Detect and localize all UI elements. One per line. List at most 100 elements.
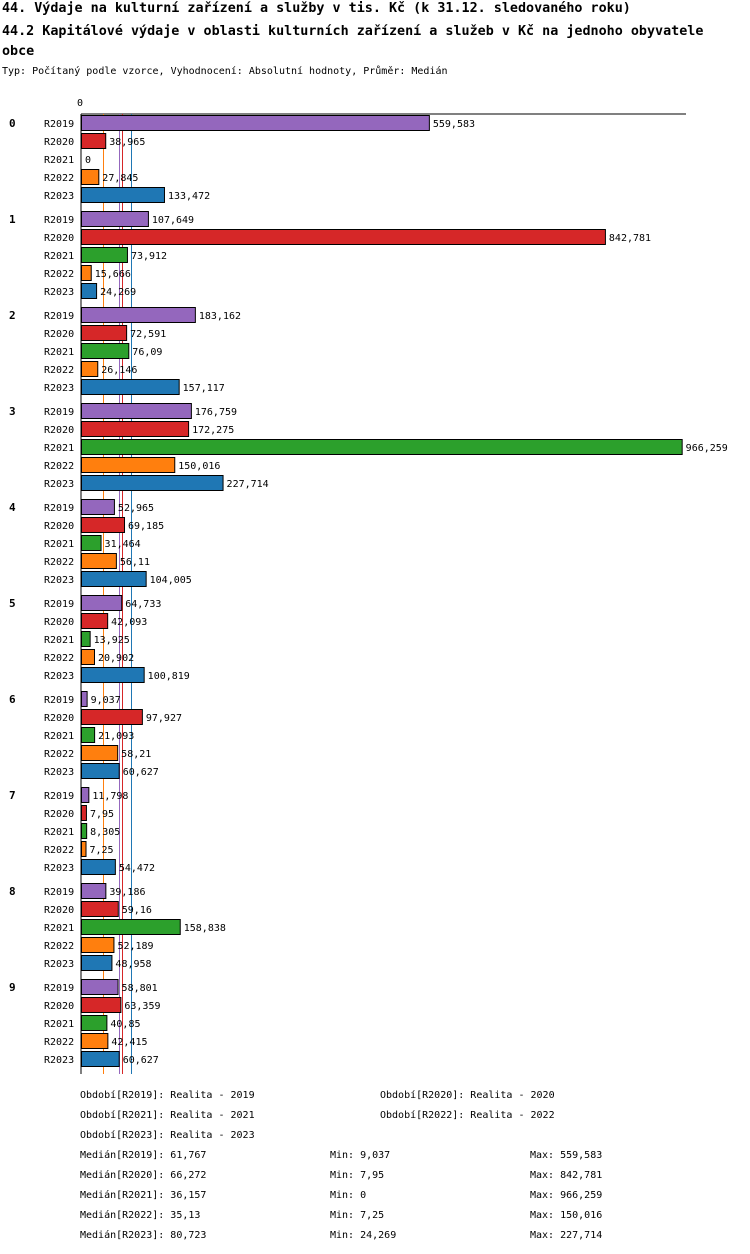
bar: [81, 571, 147, 587]
bar: [81, 403, 192, 419]
bar: [81, 229, 606, 245]
bar-value-label: 172,275: [192, 425, 234, 436]
row-label: R2022: [44, 557, 74, 568]
row-label: R2021: [44, 443, 74, 454]
row-label: R2020: [44, 617, 74, 628]
row-label: R2021: [44, 923, 74, 934]
legend-period-r2021: Období[R2021]: Realita - 2021: [80, 1110, 255, 1121]
bar-value-label: 69,185: [128, 521, 164, 532]
bar-value-label: 97,927: [146, 713, 182, 724]
bar: [81, 169, 100, 185]
legend-max-r2019: Max: 559,583: [530, 1150, 603, 1161]
bar: [81, 457, 176, 473]
bar: [81, 691, 88, 707]
row-label: R2020: [44, 521, 74, 532]
bar-value-label: 100,819: [148, 671, 190, 682]
group-label-7: 7: [9, 789, 16, 802]
group-label-9: 9: [9, 981, 16, 994]
bar-value-label: 24,269: [100, 287, 136, 298]
row-label: R2023: [44, 1055, 74, 1066]
row-label: R2021: [44, 155, 74, 166]
group-label-4: 4: [9, 501, 16, 514]
legend-period-r2022: Období[R2022]: Realita - 2022: [380, 1110, 555, 1121]
bar: [81, 325, 128, 341]
group-label-1: 1: [9, 213, 16, 226]
bar-value-label: 9,037: [91, 695, 121, 706]
bar-value-label: 0: [85, 155, 91, 166]
bar: [81, 421, 190, 437]
group-label-0: 0: [9, 117, 16, 130]
row-label: R2023: [44, 191, 74, 202]
group-label-6: 6: [9, 693, 16, 706]
bar: [81, 745, 119, 761]
bar: [81, 955, 113, 971]
row-label: R2023: [44, 479, 74, 490]
row-label: R2019: [44, 503, 74, 514]
bar-value-label: 56,11: [120, 557, 150, 568]
bar: [81, 997, 122, 1013]
bar: [81, 649, 95, 665]
bar: [81, 133, 107, 149]
bar: [81, 475, 224, 491]
bar-value-label: 76,09: [132, 347, 162, 358]
legend-min-r2023: Min: 24,269: [330, 1230, 397, 1241]
group-label-5: 5: [9, 597, 16, 610]
bar-value-label: 559,583: [433, 119, 475, 130]
bar: [81, 841, 87, 857]
bar: [81, 937, 115, 953]
bar: [81, 709, 143, 725]
legend-period-r2020: Období[R2020]: Realita - 2020: [380, 1090, 555, 1101]
bar-value-label: 21,093: [98, 731, 134, 742]
row-label: R2020: [44, 905, 74, 916]
bar-value-label: 42,093: [111, 617, 147, 628]
row-label: R2021: [44, 251, 74, 262]
bar-value-label: 73,912: [131, 251, 167, 262]
bar: [81, 553, 117, 569]
row-label: R2022: [44, 461, 74, 472]
bar-value-label: 183,162: [199, 311, 241, 322]
bar: [81, 283, 98, 299]
bar-value-label: 13,925: [94, 635, 130, 646]
row-label: R2020: [44, 329, 74, 340]
bar: [81, 613, 109, 629]
bar: [81, 763, 120, 779]
bar-value-label: 59,16: [122, 905, 152, 916]
row-label: R2023: [44, 959, 74, 970]
row-label: R2023: [44, 863, 74, 874]
bar-value-label: 104,005: [150, 575, 192, 586]
legend-min-r2020: Min: 7,95: [330, 1170, 385, 1181]
bar: [81, 727, 96, 743]
row-label: R2020: [44, 809, 74, 820]
row-label: R2021: [44, 635, 74, 646]
row-label: R2022: [44, 269, 74, 280]
bar-value-label: 107,649: [152, 215, 194, 226]
row-label: R2023: [44, 287, 74, 298]
bar: [81, 439, 683, 455]
row-label: R2022: [44, 845, 74, 856]
bar: [81, 343, 130, 359]
bar: [81, 595, 123, 611]
bar-value-label: 8,305: [90, 827, 120, 838]
bar-value-label: 64,733: [125, 599, 161, 610]
row-label: R2022: [44, 1037, 74, 1048]
row-label: R2020: [44, 713, 74, 724]
row-label: R2021: [44, 347, 74, 358]
bar-value-label: 150,016: [178, 461, 220, 472]
bar-value-label: 48,958: [115, 959, 151, 970]
legend-median-r2021: Medián[R2021]: 36,157: [80, 1190, 207, 1201]
bar-value-label: 58,801: [122, 983, 158, 994]
legend-max-r2021: Max: 966,259: [530, 1190, 603, 1201]
bar-value-label: 63,359: [124, 1001, 160, 1012]
bar-value-label: 60,627: [123, 1055, 159, 1066]
row-label: R2022: [44, 365, 74, 376]
bar-value-label: 133,472: [168, 191, 210, 202]
row-label: R2020: [44, 1001, 74, 1012]
row-label: R2019: [44, 887, 74, 898]
bar-value-label: 20,902: [98, 653, 134, 664]
bar: [81, 361, 99, 377]
legend-median-r2022: Medián[R2022]: 35,13: [80, 1210, 201, 1221]
bar-value-label: 227,714: [227, 479, 269, 490]
bar: [81, 919, 181, 935]
group-label-2: 2: [9, 309, 16, 322]
